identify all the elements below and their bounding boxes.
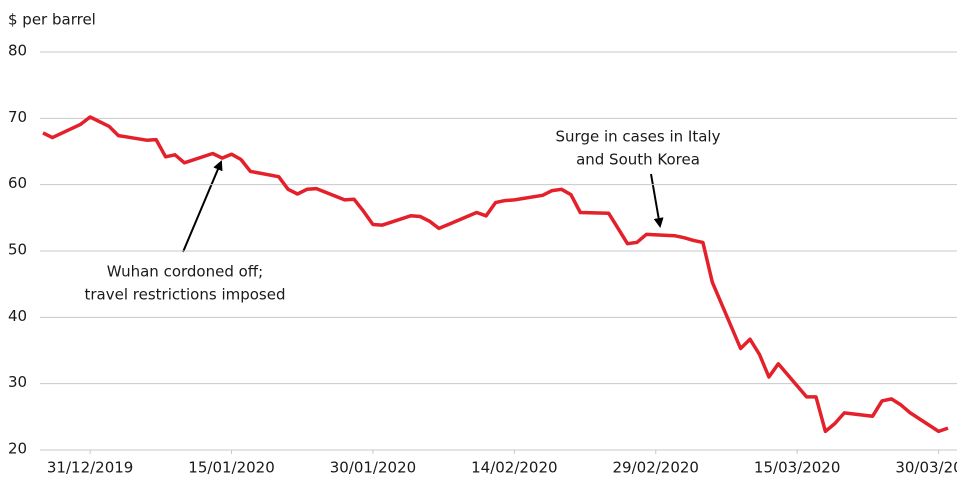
annotation-arrow bbox=[650, 173, 664, 228]
x-tick-label: 30/01/2020 bbox=[330, 459, 416, 477]
y-tick-label: 40 bbox=[8, 307, 27, 325]
x-tick-label: 15/01/2020 bbox=[188, 459, 274, 477]
line bbox=[42, 115, 949, 434]
x-tick-label: 14/02/2020 bbox=[471, 459, 557, 477]
y-tick-label: 60 bbox=[8, 174, 27, 192]
y-tick-label: 80 bbox=[8, 42, 27, 60]
annotation: travel restrictions imposed bbox=[85, 286, 286, 304]
annotation: and South Korea bbox=[576, 151, 700, 169]
y-tick-label: 70 bbox=[8, 108, 27, 126]
x-tick-label: 30/03/2020 bbox=[895, 459, 957, 477]
x-tick-label: 15/03/2020 bbox=[754, 459, 840, 477]
y-tick-label: 50 bbox=[8, 241, 27, 259]
annotation: Wuhan cordoned off; bbox=[107, 263, 263, 281]
y-tick-label: 30 bbox=[8, 373, 27, 391]
y-axis-label: $ per barrel bbox=[8, 11, 96, 29]
annotation: Surge in cases in Italy bbox=[556, 128, 721, 146]
y-tick-label: 20 bbox=[8, 440, 27, 458]
x-tick-label: 29/02/2020 bbox=[613, 459, 699, 477]
annotation-arrow bbox=[182, 160, 223, 253]
x-tick-label: 31/12/2019 bbox=[47, 459, 133, 477]
